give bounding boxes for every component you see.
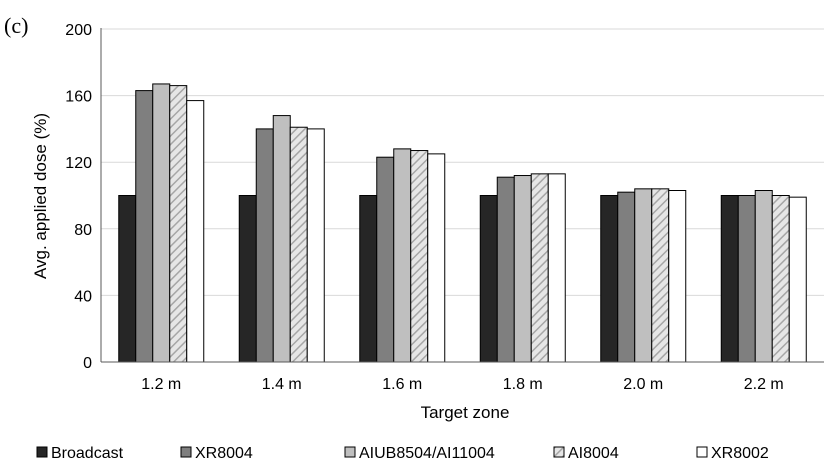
y-tick-label: 200: [65, 22, 92, 39]
bar: [255, 128, 274, 363]
legend-swatch: [180, 446, 192, 458]
legend-swatch: [36, 446, 48, 458]
x-tick-label: 1.8 m: [503, 376, 543, 393]
panel-label: (c): [4, 13, 28, 38]
x-axis-label: Target zone: [421, 403, 510, 422]
bar: [547, 173, 566, 363]
y-tick-labels: 0 40 80 120 160 200: [65, 22, 92, 372]
bar: [513, 175, 532, 363]
x-tick-label: 1.2 m: [141, 376, 181, 393]
bar: [634, 188, 653, 363]
bar: [359, 195, 378, 363]
bar: [186, 100, 205, 363]
bar: [135, 90, 154, 363]
legend-swatch: [696, 446, 708, 458]
bar: [238, 195, 257, 363]
bar: [771, 195, 790, 363]
bar: [479, 195, 498, 363]
bar: [169, 85, 188, 363]
y-tick-label: 40: [74, 288, 92, 305]
bar: [651, 188, 670, 363]
x-tick-label: 1.4 m: [262, 376, 302, 393]
bar: [530, 173, 549, 363]
y-tick-label: 120: [65, 155, 92, 172]
y-axis-label: Avg. applied dose (%): [31, 113, 50, 279]
bar: [427, 153, 446, 363]
bar: [376, 156, 395, 363]
x-tick-label: 2.2 m: [744, 376, 784, 393]
legend: Broadcast XR8004 AIUB8504/AI11004 AI8004 XR8…: [36, 445, 769, 462]
bar: [306, 128, 325, 363]
bars: [118, 83, 807, 363]
gridlines: [101, 28, 824, 296]
legend-label: Broadcast: [51, 445, 124, 462]
bar: [152, 83, 171, 363]
bar: [600, 195, 619, 363]
bar: [668, 190, 687, 363]
x-tick-label: 1.6 m: [382, 376, 422, 393]
bar: [720, 195, 739, 363]
y-tick-label: 0: [83, 355, 92, 372]
legend-swatch: [553, 446, 565, 458]
axes: [100, 28, 824, 363]
legend-label: AI8004: [568, 445, 619, 462]
x-tick-label: 2.0 m: [623, 376, 663, 393]
bar: [788, 196, 807, 363]
x-tick-labels: 1.2 m 1.4 m 1.6 m 1.8 m 2.0 m 2.2 m: [141, 376, 784, 393]
bar: [393, 148, 412, 363]
legend-label: XR8002: [711, 445, 769, 462]
bar: [289, 126, 308, 363]
bar: [410, 150, 429, 363]
y-tick-label: 160: [65, 89, 92, 106]
legend-swatch: [344, 446, 356, 458]
legend-label: XR8004: [195, 445, 253, 462]
bar: [496, 176, 515, 363]
bar: [617, 191, 636, 363]
bar: [118, 195, 137, 363]
y-tick-label: 80: [74, 222, 92, 239]
legend-label: AIUB8504/AI11004: [359, 445, 495, 462]
bar: [737, 195, 756, 363]
bar: [272, 115, 291, 363]
bar: [754, 190, 773, 363]
